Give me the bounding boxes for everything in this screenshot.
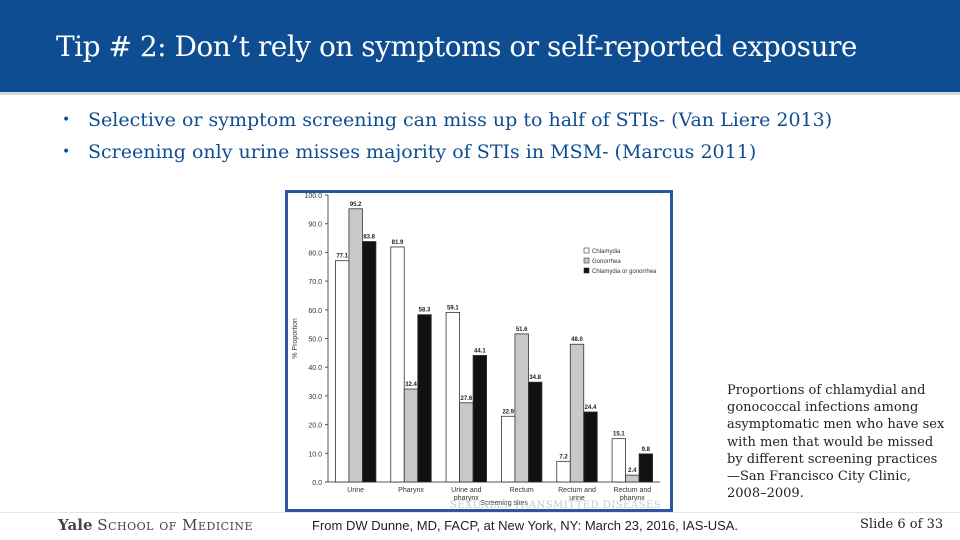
slide-number: Slide 6 of 33	[860, 517, 943, 532]
y-tick-label: 70.0	[308, 279, 322, 286]
data-label: 27.6	[460, 396, 472, 402]
slide-number-total: 33	[926, 517, 944, 532]
bar	[472, 355, 487, 483]
bar	[528, 381, 543, 483]
y-tick-label: 50.0	[308, 337, 322, 344]
figure-caption: Proportions of chlamydial and gonococcal…	[727, 383, 945, 502]
y-tick-label: 90.0	[308, 222, 322, 229]
data-label: 58.3	[419, 308, 431, 314]
footer-divider	[0, 512, 960, 513]
legend-label: Chlamydia	[592, 249, 621, 255]
y-tick-label: 100.0	[304, 193, 322, 200]
yale-logo: Yale School of Medicine	[58, 516, 253, 534]
x-tick-label: pharynx	[454, 495, 479, 502]
bar	[445, 311, 460, 483]
y-tick-label: 40.0	[308, 365, 322, 372]
y-tick-label: 20.0	[308, 423, 322, 430]
bar	[362, 241, 377, 483]
data-label: 15.1	[613, 432, 625, 438]
logo-rest: School of Medicine	[97, 516, 254, 534]
y-tick-label: 80.0	[308, 250, 322, 257]
bar	[569, 343, 585, 483]
x-tick-label: Pharynx	[398, 487, 424, 494]
data-label: 24.4	[585, 405, 597, 411]
data-label: 81.9	[392, 240, 404, 246]
slide-number-label: Slide 6 of	[860, 517, 923, 532]
x-axis-title: Screening sites	[480, 500, 528, 507]
legend-swatch	[583, 247, 590, 254]
data-label: 59.1	[447, 305, 459, 311]
bar-chart: 0.0 10.0 20.0 30.0 40.0 50.0 60.0 70.0 80.0 90.0 1…	[292, 193, 660, 507]
x-tick-label: Rectum and	[613, 487, 651, 494]
x-tick-label: Urine and	[451, 487, 481, 494]
bar	[390, 246, 405, 483]
slide-title: Tip # 2: Don’t rely on symptoms or self-…	[56, 30, 858, 63]
bar	[514, 333, 529, 483]
bullet-item: • Selective or symptom screening can mis…	[62, 104, 832, 136]
x-tick-label: pharynx	[620, 495, 645, 502]
bar	[459, 402, 474, 483]
data-label: 51.6	[516, 327, 528, 333]
bullet-icon: •	[62, 144, 71, 160]
y-tick-label: 30.0	[308, 394, 322, 401]
y-axis-title: % Proportion	[292, 318, 299, 359]
bar	[556, 460, 571, 483]
source-credit: From DW Dunne, MD, FACP, at New York, NY…	[312, 518, 739, 533]
data-label: 32.4	[405, 382, 417, 388]
bar	[335, 260, 350, 483]
bar	[638, 453, 653, 483]
bullet-text: Selective or symptom screening can miss …	[88, 109, 833, 131]
bullet-list: • Selective or symptom screening can mis…	[62, 104, 832, 168]
legend-label: Gonorrhea	[592, 259, 621, 265]
data-label: 44.1	[474, 348, 486, 354]
data-label: 48.0	[571, 337, 583, 343]
legend-swatch	[583, 257, 590, 264]
bullet-icon: •	[62, 112, 71, 128]
bar	[611, 438, 626, 483]
bar	[348, 208, 363, 483]
bar	[625, 474, 640, 483]
legend-swatch	[583, 267, 590, 274]
y-tick-label: 0.0	[312, 480, 322, 487]
data-label: 95.2	[350, 202, 362, 208]
title-bar: Tip # 2: Don’t rely on symptoms or self-…	[0, 0, 960, 92]
bar	[403, 388, 419, 483]
data-label: 2.4	[628, 468, 637, 474]
chart-frame: 0.0 10.0 20.0 30.0 40.0 50.0 60.0 70.0 80.0 90.0 1…	[285, 190, 673, 512]
x-tick-label: Rectum	[510, 487, 534, 494]
data-label: 34.8	[529, 375, 541, 381]
data-label: 7.2	[559, 454, 568, 460]
bar	[501, 415, 516, 483]
journal-watermark: SEXUALLY TRANSMITTED DISEASES	[450, 500, 662, 511]
bar	[583, 411, 598, 483]
logo-word: Yale	[58, 516, 93, 534]
data-label: 22.9	[502, 409, 514, 415]
bar	[417, 314, 432, 483]
y-tick-label: 10.0	[308, 451, 322, 458]
x-tick-label: Urine	[347, 487, 364, 494]
data-label: 77.1	[336, 254, 348, 260]
x-tick-label: Rectum and	[558, 487, 596, 494]
header-divider	[0, 92, 960, 95]
legend-label: Chlamydia or gonorrhea	[592, 269, 657, 275]
x-tick-label: urine	[569, 495, 585, 502]
data-label: 83.8	[363, 234, 375, 240]
data-label: 9.8	[642, 447, 651, 453]
bullet-item: • Screening only urine misses majority o…	[62, 136, 832, 168]
bullet-text: Screening only urine misses majority of …	[88, 141, 757, 163]
y-tick-label: 60.0	[308, 308, 322, 315]
